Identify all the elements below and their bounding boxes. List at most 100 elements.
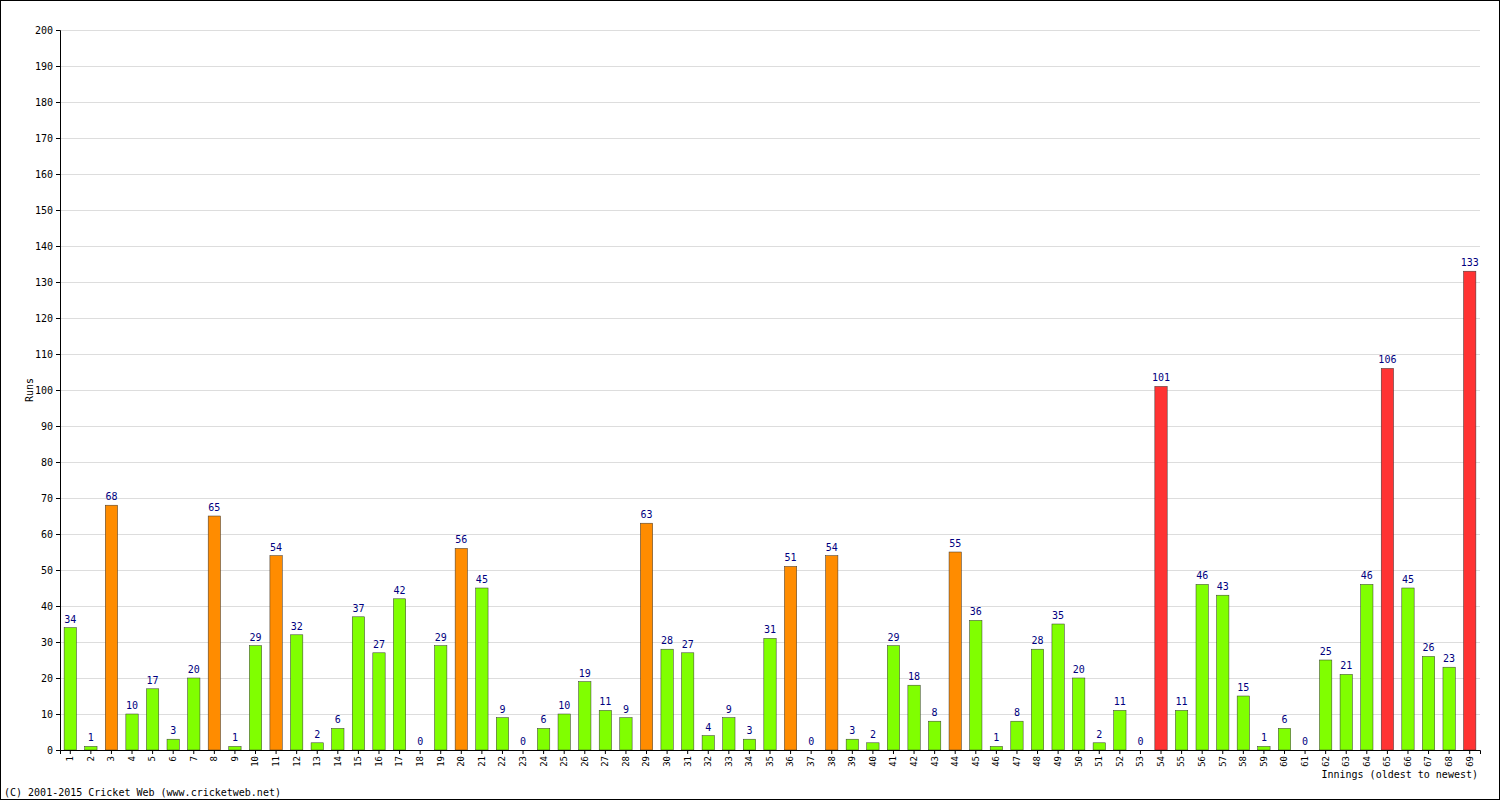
x-tick-label: 11 bbox=[271, 756, 281, 767]
data-label: 55 bbox=[949, 538, 961, 549]
x-tick: 17 bbox=[394, 750, 404, 767]
data-label: 46 bbox=[1361, 570, 1373, 581]
data-label: 27 bbox=[682, 639, 694, 650]
bar bbox=[620, 718, 632, 750]
bar bbox=[558, 714, 570, 750]
y-tick-label: 150 bbox=[35, 205, 53, 216]
x-tick: 54 bbox=[1156, 750, 1166, 767]
x-tick: 23 bbox=[518, 750, 528, 767]
x-tick-mark bbox=[1284, 750, 1285, 754]
x-tick: 15 bbox=[353, 750, 363, 767]
x-tick: 40 bbox=[868, 750, 878, 767]
x-tick-mark bbox=[1346, 750, 1347, 754]
y-tick-label: 50 bbox=[41, 565, 53, 576]
data-label: 18 bbox=[908, 671, 920, 682]
x-tick: 24 bbox=[539, 750, 549, 767]
x-tick-label: 39 bbox=[847, 756, 857, 767]
x-tick-mark bbox=[564, 750, 565, 754]
x-tick-label: 53 bbox=[1135, 756, 1145, 767]
x-tick-mark bbox=[214, 750, 215, 754]
x-tick: 51 bbox=[1094, 750, 1104, 767]
y-tick-label: 90 bbox=[41, 421, 53, 432]
x-tick-label: 54 bbox=[1156, 756, 1166, 767]
x-tick: 12 bbox=[292, 750, 302, 767]
x-tick: 44 bbox=[950, 750, 960, 767]
x-tick-label: 65 bbox=[1382, 756, 1392, 767]
x-tick: 21 bbox=[477, 750, 487, 767]
x-tick: 43 bbox=[930, 750, 940, 767]
bar bbox=[249, 646, 261, 750]
grid-line bbox=[60, 102, 1480, 103]
x-tick-mark bbox=[234, 750, 235, 754]
x-tick-label: 68 bbox=[1444, 756, 1454, 767]
x-tick-label: 38 bbox=[827, 756, 837, 767]
x-tick: 47 bbox=[1012, 750, 1022, 767]
y-tick: 170 bbox=[35, 133, 60, 144]
annotations: (C) 2001-2015 Cricket Web (www.cricketwe… bbox=[4, 787, 281, 798]
x-tick-label: 13 bbox=[312, 756, 322, 767]
x-tick: 39 bbox=[847, 750, 857, 767]
bar bbox=[826, 556, 838, 750]
y-tick-label: 0 bbox=[47, 745, 53, 756]
x-tick-mark bbox=[317, 750, 318, 754]
x-tick: 64 bbox=[1362, 750, 1372, 767]
y-tick: 70 bbox=[41, 493, 60, 504]
data-label: 1 bbox=[1261, 732, 1267, 743]
bar bbox=[682, 653, 694, 750]
grid-line bbox=[60, 66, 1480, 67]
x-tick: 22 bbox=[497, 750, 507, 767]
data-label: 54 bbox=[270, 542, 282, 553]
x-tick: 53 bbox=[1135, 750, 1145, 767]
x-tick-mark bbox=[872, 750, 873, 754]
x-tick-mark bbox=[1428, 750, 1429, 754]
bar bbox=[970, 620, 982, 750]
y-tick: 50 bbox=[41, 565, 60, 576]
data-label: 106 bbox=[1378, 354, 1396, 365]
data-label: 0 bbox=[1137, 736, 1143, 747]
y-tick: 120 bbox=[35, 313, 60, 324]
chart: 3416810173206512954322637274202956459061… bbox=[0, 0, 1500, 800]
x-tick-mark bbox=[1449, 750, 1450, 754]
x-tick-mark bbox=[502, 750, 503, 754]
x-tick-mark bbox=[955, 750, 956, 754]
x-tick-mark bbox=[276, 750, 277, 754]
x-tick-mark bbox=[996, 750, 997, 754]
y-tick: 150 bbox=[35, 205, 60, 216]
data-label: 11 bbox=[1176, 696, 1188, 707]
x-tick-mark bbox=[1243, 750, 1244, 754]
data-label: 1 bbox=[232, 732, 238, 743]
x-tick-label: 41 bbox=[888, 756, 898, 767]
x-tick-label: 14 bbox=[333, 756, 343, 767]
x-tick-mark bbox=[1305, 750, 1306, 754]
bar bbox=[64, 628, 76, 750]
x-tick-label: 48 bbox=[1032, 756, 1042, 767]
y-tick: 80 bbox=[41, 457, 60, 468]
data-label: 27 bbox=[373, 639, 385, 650]
grid-line bbox=[60, 138, 1480, 139]
x-tick-mark bbox=[70, 750, 71, 754]
x-tick-mark bbox=[790, 750, 791, 754]
data-label: 2 bbox=[1096, 729, 1102, 740]
data-label: 19 bbox=[579, 668, 591, 679]
data-label: 11 bbox=[1114, 696, 1126, 707]
data-label: 3 bbox=[746, 725, 752, 736]
x-tick-mark bbox=[852, 750, 853, 754]
x-tick-label: 33 bbox=[724, 756, 734, 767]
y-tick: 190 bbox=[35, 61, 60, 72]
y-tick-label: 20 bbox=[41, 673, 53, 684]
bar bbox=[1114, 710, 1126, 750]
x-tick-label: 26 bbox=[580, 756, 590, 767]
data-label: 20 bbox=[188, 664, 200, 675]
x-tick: 57 bbox=[1218, 750, 1228, 767]
data-label: 3 bbox=[170, 725, 176, 736]
bar bbox=[928, 721, 940, 750]
x-tick: 19 bbox=[436, 750, 446, 767]
x-tick-mark bbox=[523, 750, 524, 754]
data-label: 4 bbox=[705, 722, 711, 733]
x-tick-mark bbox=[934, 750, 935, 754]
y-tick: 200 bbox=[35, 25, 60, 36]
bar bbox=[1196, 584, 1208, 750]
data-label: 1 bbox=[993, 732, 999, 743]
bar bbox=[1402, 588, 1414, 750]
grid-line bbox=[60, 246, 1480, 247]
